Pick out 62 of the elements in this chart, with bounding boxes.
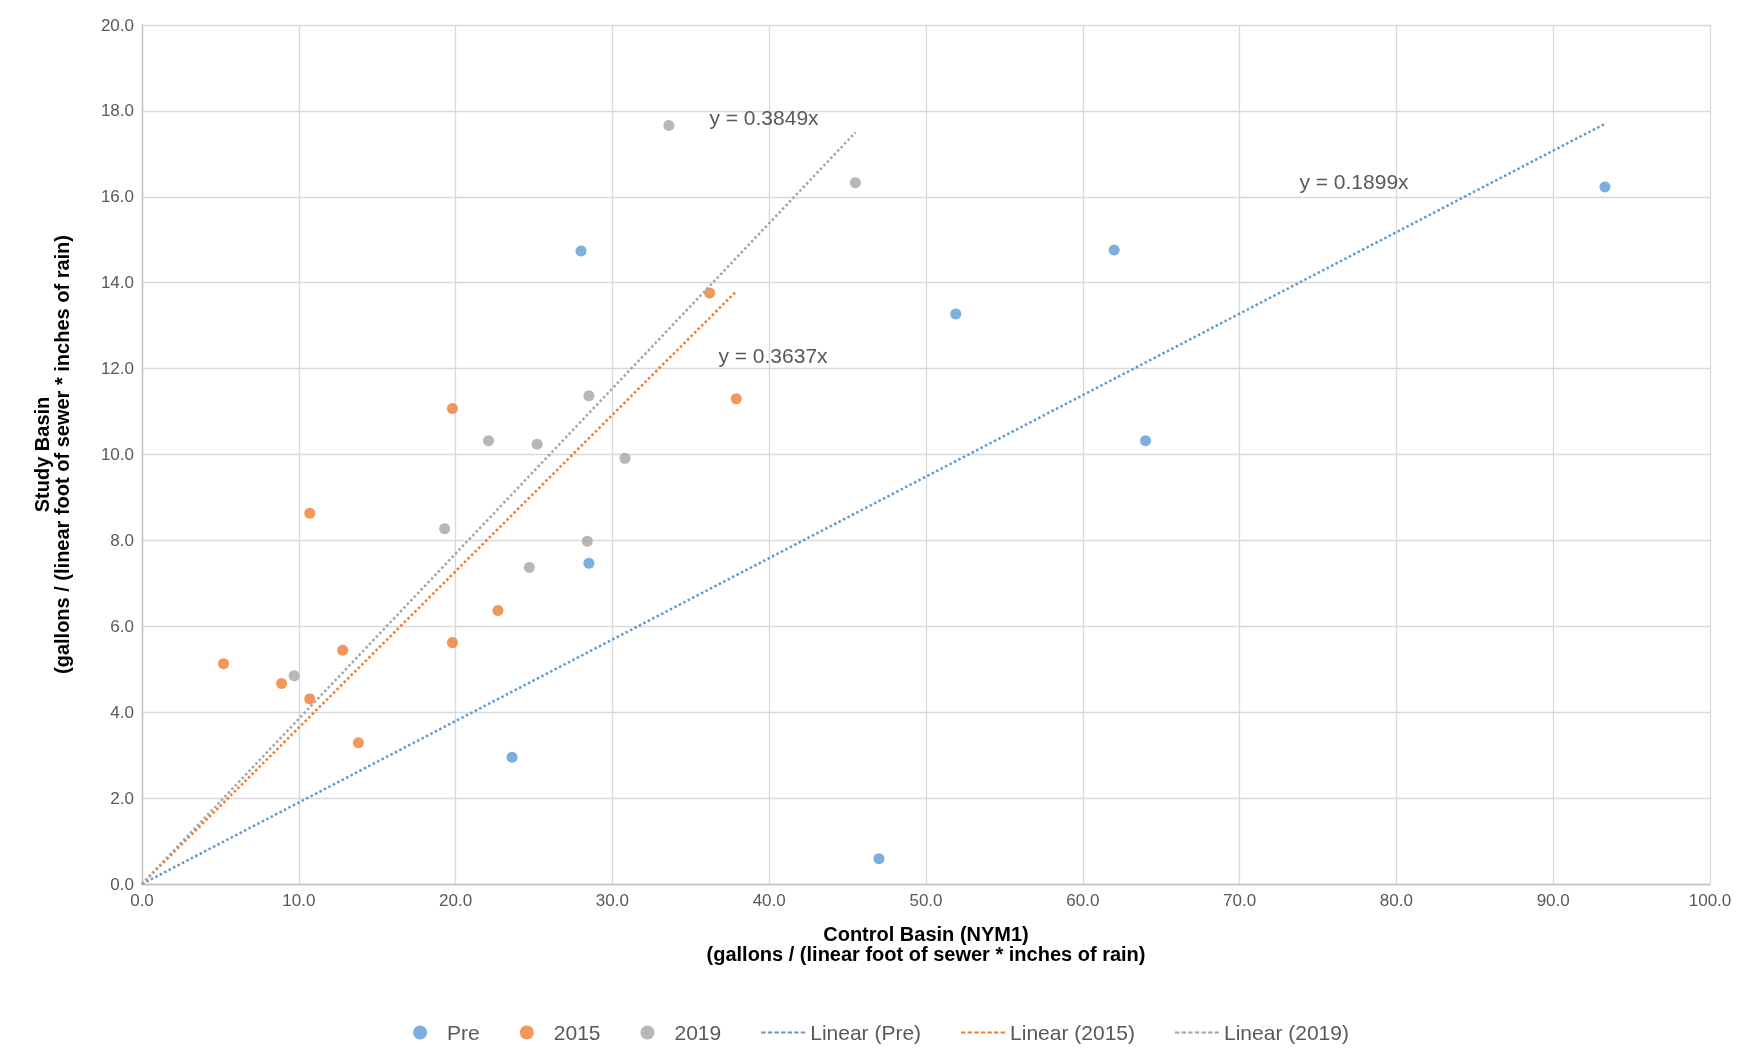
point (873, 853, 885, 865)
x-tick-label: 80.0 (1379, 891, 1413, 910)
point (523, 561, 535, 573)
x-tick-label: 100.0 (1688, 891, 1732, 910)
point (492, 604, 504, 616)
legend-label: Linear (2019) (1223, 1021, 1349, 1044)
point (583, 557, 595, 569)
x-tick-label: 20.0 (439, 891, 473, 910)
y-tick-label: 10.0 (100, 445, 134, 464)
point (663, 120, 675, 131)
point (483, 435, 495, 447)
y-tick-label: 0.0 (110, 874, 134, 894)
point (1140, 435, 1152, 447)
point (575, 245, 587, 257)
point (446, 637, 458, 649)
point (276, 677, 288, 689)
point (304, 693, 316, 705)
y-tick-label: 16.0 (100, 187, 134, 207)
point (619, 452, 631, 464)
x-tick-label: 0.0 (130, 891, 154, 910)
x-tick-label: 50.0 (909, 891, 943, 910)
point (730, 393, 742, 405)
x-tick-label: 60.0 (1066, 891, 1100, 910)
y-tick-label: 12.0 (100, 359, 134, 379)
point (950, 308, 962, 320)
x-tick-label: 70.0 (1223, 891, 1257, 910)
annotation: y = 0.1899x (1299, 169, 1410, 193)
x-axis-title: Control Basin (NYM1) (gallons / (linear foot of sewer * inches of rain) (706, 923, 1146, 965)
y-tick-label: 18.0 (100, 101, 134, 121)
y-tick-label: 4.0 (110, 702, 134, 722)
annotation: y = 0.3637x (718, 343, 829, 367)
point (1599, 181, 1611, 193)
y-axis-title: Study Basin (gallons / (linear foot of sewer * inches of rain) (31, 235, 73, 674)
point (288, 670, 300, 682)
point (849, 177, 861, 189)
y-tick-label: 20.0 (100, 15, 134, 35)
point (583, 390, 595, 402)
point (1108, 244, 1120, 256)
point (218, 658, 230, 670)
annotation: y = 0.3849x (709, 105, 820, 129)
x-tick-label: 30.0 (595, 891, 629, 910)
x-tick-label: 10.0 (282, 891, 316, 910)
legend-label: 2015 (553, 1021, 601, 1044)
x-tick-label: 90.0 (1536, 891, 1570, 910)
y-tick-label: 6.0 (110, 616, 134, 636)
point (531, 438, 543, 450)
y-tick-label: 14.0 (100, 273, 134, 293)
point (446, 403, 458, 415)
legend-label: 2019 (674, 1021, 722, 1044)
y-tick-label: 2.0 (110, 788, 134, 808)
x-tick-label: 40.0 (752, 891, 786, 910)
point (352, 737, 364, 749)
legend-label: Linear (2015) (1010, 1021, 1135, 1044)
legend-label: Linear (Pre) (810, 1021, 922, 1044)
point (506, 751, 518, 763)
legend-label: Pre (447, 1021, 480, 1044)
point (704, 287, 716, 299)
point (439, 523, 451, 535)
y-tick-label: 8.0 (110, 530, 134, 550)
point (581, 535, 593, 547)
point (337, 644, 349, 656)
point (304, 507, 316, 519)
